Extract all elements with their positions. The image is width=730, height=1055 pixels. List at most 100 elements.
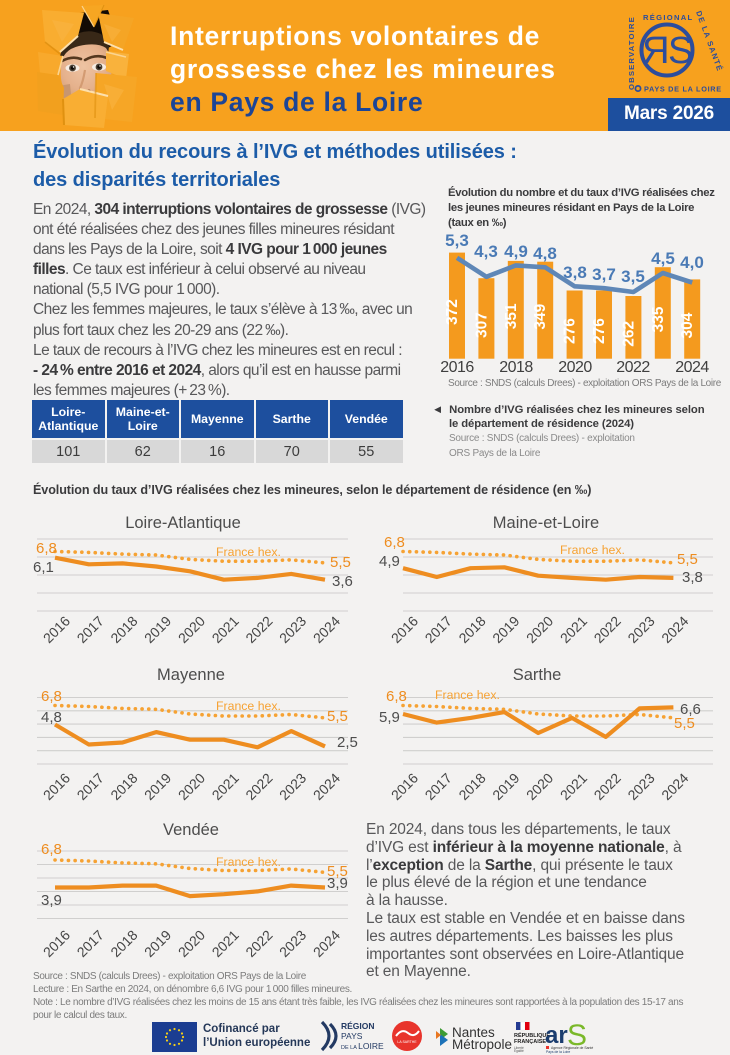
svg-text:2020: 2020 [523,770,556,803]
svg-text:Maine-et-Loire: Maine-et-Loire [493,514,599,532]
svg-text:349: 349 [532,303,549,329]
svg-text:France hex.: France hex. [216,545,281,559]
svg-text:3,6: 3,6 [332,573,353,590]
svg-text:2022: 2022 [242,613,275,646]
svg-text:LA SARTHE: LA SARTHE [397,1040,417,1044]
svg-text:2021: 2021 [557,770,590,803]
svg-text:4,3: 4,3 [474,242,498,261]
svg-text:6,8: 6,8 [36,540,57,557]
svg-text:2019: 2019 [489,770,522,803]
svg-text:2024: 2024 [675,359,709,376]
svg-text:2022: 2022 [591,770,624,803]
svg-text:276: 276 [591,318,608,344]
svg-text:2018: 2018 [107,770,140,803]
svg-text:2017: 2017 [74,613,107,646]
svg-text:2020: 2020 [523,613,556,646]
svg-text:6,6: 6,6 [680,701,701,718]
svg-text:2024: 2024 [658,613,691,646]
svg-text:2021: 2021 [557,613,590,646]
svg-text:262: 262 [620,321,637,347]
svg-text:2020: 2020 [558,359,592,376]
svg-text:4,9: 4,9 [504,242,528,261]
svg-text:RÉPUBLIQUE: RÉPUBLIQUE [514,1031,550,1039]
svg-text:2023: 2023 [624,770,657,803]
svg-text:PAYS: PAYS [341,1031,363,1041]
svg-text:RÉGION: RÉGION [341,1021,375,1031]
svg-text:3,8: 3,8 [682,569,703,586]
svg-text:2018: 2018 [107,927,140,960]
svg-text:Mayenne: Mayenne [157,666,225,684]
svg-text:5,5: 5,5 [677,551,698,568]
svg-text:5,5: 5,5 [327,863,348,880]
svg-text:335: 335 [650,306,667,332]
svg-text:Sarthe: Sarthe [513,666,562,684]
svg-text:4,8: 4,8 [41,709,62,726]
svg-text:2018: 2018 [455,770,488,803]
svg-text:ЯS: ЯS [642,30,692,72]
svg-text:6,8: 6,8 [386,688,407,705]
svg-text:5,5: 5,5 [330,554,351,571]
svg-text:6,8: 6,8 [384,534,405,551]
svg-text:5,5: 5,5 [327,708,348,725]
svg-text:2023: 2023 [624,613,657,646]
svg-text:5,5: 5,5 [674,715,695,732]
svg-text:2023: 2023 [276,613,309,646]
svg-text:Cofinancé par: Cofinancé par [203,1023,280,1035]
svg-text:2020: 2020 [175,927,208,960]
svg-text:FRANÇAISE: FRANÇAISE [514,1039,546,1045]
svg-text:2018: 2018 [455,613,488,646]
svg-text:Égalité: Égalité [514,1048,524,1053]
svg-text:PAYS DE LA LOIRE: PAYS DE LA LOIRE [644,85,722,94]
svg-text:6,8: 6,8 [41,688,62,705]
svg-text:S: S [567,1019,587,1052]
svg-text:3,9: 3,9 [41,892,62,909]
svg-text:276: 276 [562,318,579,344]
svg-text:2017: 2017 [74,770,107,803]
svg-text:2021: 2021 [209,770,242,803]
svg-text:2017: 2017 [422,613,455,646]
svg-text:l’Union européenne: l’Union européenne [203,1037,310,1049]
svg-text:4,8: 4,8 [533,244,557,263]
svg-text:2019: 2019 [141,927,174,960]
svg-text:Métropole: Métropole [452,1037,512,1052]
svg-text:372: 372 [444,299,461,325]
svg-text:France hex.: France hex. [216,855,281,869]
svg-text:2023: 2023 [276,770,309,803]
svg-text:2022: 2022 [591,613,624,646]
svg-text:2016: 2016 [440,359,474,376]
svg-text:2020: 2020 [175,613,208,646]
svg-text:2021: 2021 [209,927,242,960]
svg-text:Loire-Atlantique: Loire-Atlantique [125,514,241,532]
svg-text:3,5: 3,5 [621,267,645,286]
svg-text:2017: 2017 [422,770,455,803]
svg-text:2016: 2016 [388,770,421,803]
svg-text:2018: 2018 [499,359,533,376]
svg-text:DE LA SANTÉ: DE LA SANTÉ [694,10,724,73]
svg-text:France hex.: France hex. [560,543,625,557]
svg-text:2024: 2024 [310,927,343,960]
svg-text:2024: 2024 [310,770,343,803]
svg-text:2021: 2021 [209,613,242,646]
svg-text:2018: 2018 [107,613,140,646]
svg-text:307: 307 [473,312,490,338]
svg-text:France hex.: France hex. [435,688,500,702]
svg-text:OBSERVATOIRE: OBSERVATOIRE [627,16,636,90]
svg-text:RÉGIONAL: RÉGIONAL [643,13,693,22]
svg-text:3,9: 3,9 [327,875,348,892]
svg-text:France hex.: France hex. [216,699,281,713]
svg-text:Pays de la Loire: Pays de la Loire [546,1050,570,1054]
svg-text:2017: 2017 [74,927,107,960]
svg-text:4,0: 4,0 [680,253,704,272]
svg-text:3,8: 3,8 [563,263,587,282]
svg-text:2016: 2016 [40,927,73,960]
svg-text:2022: 2022 [242,770,275,803]
svg-text:Agence Régionale de Santé: Agence Régionale de Santé [551,1046,593,1050]
svg-text:2024: 2024 [658,770,691,803]
svg-text:2019: 2019 [141,770,174,803]
svg-text:2016: 2016 [40,613,73,646]
svg-text:3,7: 3,7 [592,265,616,284]
svg-text:2023: 2023 [276,927,309,960]
svg-text:ar: ar [545,1022,568,1049]
svg-text:2024: 2024 [310,613,343,646]
svg-text:2016: 2016 [388,613,421,646]
